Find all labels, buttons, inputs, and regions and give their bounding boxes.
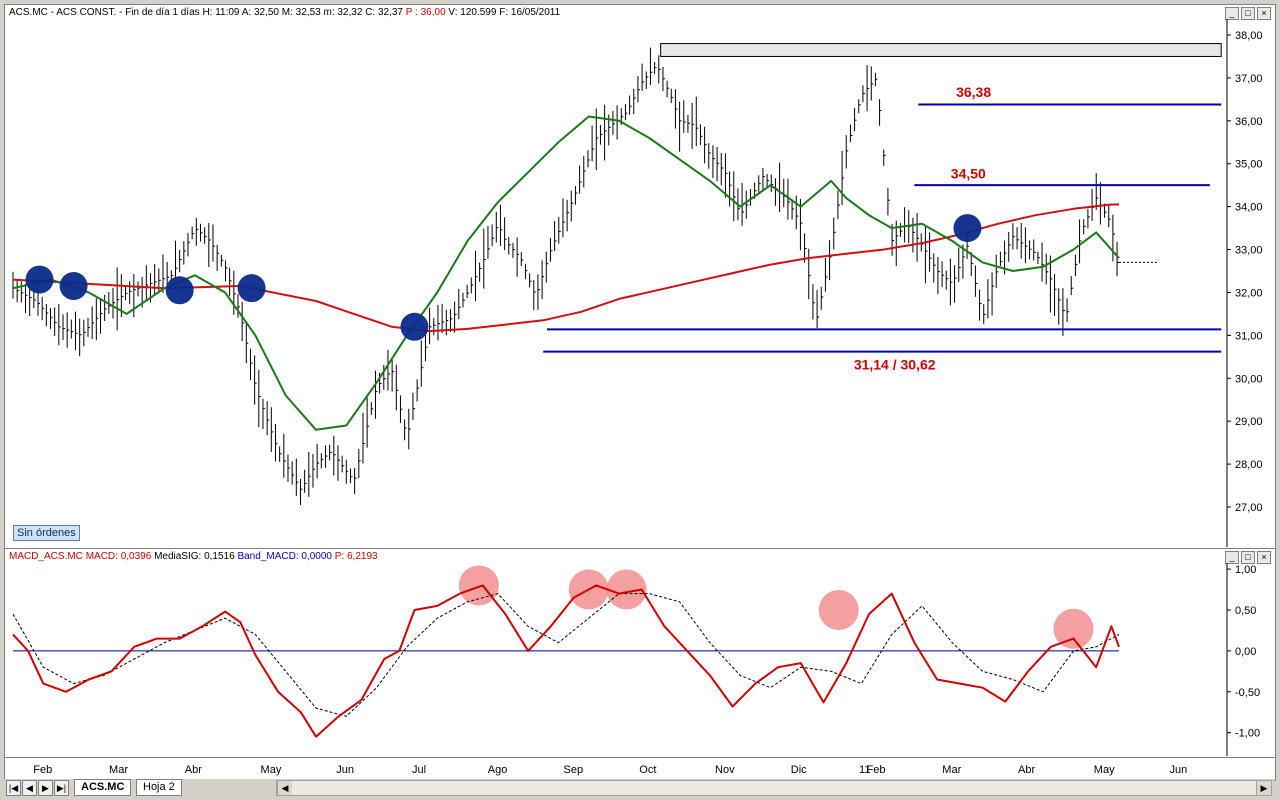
time-axis-label: Mar <box>942 764 962 776</box>
macd-header-cursor: P: 6,2193 <box>334 551 378 562</box>
header-date: F: 16/05/2011 <box>499 7 561 18</box>
macd-y-tick-label: -0,50 <box>1235 687 1260 699</box>
tab-hoja-2[interactable]: Hoja 2 <box>136 779 182 796</box>
time-axis-label: 11 <box>858 764 871 776</box>
nav-prev-button[interactable]: ◀ <box>22 780 37 796</box>
macd-header: MACD_ACS.MC MACD: 0,0396 MediaSIG: 0,151… <box>9 551 378 562</box>
minimize-button[interactable]: _ <box>1225 7 1239 20</box>
macd-close-button[interactable]: × <box>1257 551 1271 564</box>
price-y-tick-label: 35,00 <box>1235 159 1263 171</box>
nav-last-button[interactable]: ▶| <box>54 780 69 796</box>
macd-highlight-circle <box>818 589 859 630</box>
macd-maximize-button[interactable]: □ <box>1241 551 1255 564</box>
header-time: H: 11:09 <box>202 7 240 18</box>
macd-minimize-button[interactable]: _ <box>1225 551 1239 564</box>
time-axis-label: Nov <box>715 764 735 776</box>
scroll-right-icon[interactable]: ▶ <box>1256 781 1271 795</box>
time-axis-label: Mar <box>109 764 128 776</box>
header-open: A: 32,50 <box>241 7 279 18</box>
time-axis-label: Jun <box>1169 764 1188 776</box>
price-window-controls: _ □ × <box>1225 7 1271 20</box>
time-axis-label: Abr <box>184 764 202 776</box>
crossover-marker <box>165 276 194 305</box>
nav-next-button[interactable]: ▶ <box>38 780 53 796</box>
crossover-marker <box>237 274 266 303</box>
time-axis-label: May <box>260 764 282 776</box>
close-button[interactable]: × <box>1257 7 1271 20</box>
time-axis-label: Oct <box>639 764 657 776</box>
price-y-tick-label: 30,00 <box>1235 373 1263 385</box>
time-axis: Feb Mar Abr May Jun Jul Ago Sep Oct Nov Dic 11 Feb Ma… <box>4 757 1276 781</box>
time-axis-label: May <box>1093 764 1115 776</box>
price-y-tick-label: 29,00 <box>1235 416 1263 428</box>
time-axis-label: Feb <box>866 764 886 776</box>
crossover-marker <box>59 272 88 301</box>
macd-header-signal: MediaSIG: 0,1516 <box>154 551 235 562</box>
time-axis-label: Jun <box>336 764 355 776</box>
macd-y-tick-label: 0,50 <box>1235 605 1256 617</box>
macd-header-name: MACD_ACS.MC <box>9 551 83 562</box>
time-axis-label: Jul <box>412 764 427 776</box>
price-y-tick-label: 37,00 <box>1235 73 1263 85</box>
time-axis-label: Dic <box>790 764 807 776</box>
macd-header-band: Band_MACD: 0,0000 <box>237 551 332 562</box>
macd-chart-pane[interactable]: MACD_ACS.MC MACD: 0,0396 MediaSIG: 0,151… <box>4 548 1276 758</box>
header-period: Fin de día 1 días <box>125 7 200 18</box>
price-y-tick-label: 33,00 <box>1235 245 1263 257</box>
time-axis-label: Ago <box>487 764 508 776</box>
sma-long-line <box>12 203 1119 333</box>
price-y-tick-label: 27,00 <box>1235 502 1263 514</box>
sma-short-line <box>12 115 1120 431</box>
price-y-tick-label: 28,00 <box>1235 459 1263 471</box>
header-symbol: ACS.MC <box>9 7 48 18</box>
header-volume: V: 120.599 <box>448 7 497 18</box>
price-bars <box>12 47 1120 506</box>
resistance-box <box>660 43 1222 57</box>
level-annotation: 31,14 / 30,62 <box>854 357 936 373</box>
header-cursor-price: P : 36,00 <box>405 7 446 18</box>
header-close: C: 32,37 <box>365 7 403 18</box>
maximize-button[interactable]: □ <box>1241 7 1255 20</box>
horizontal-scrollbar[interactable]: ◀ ▶ <box>276 780 1272 796</box>
price-y-tick-label: 34,00 <box>1235 202 1263 214</box>
macd-line <box>12 584 1120 738</box>
header-high: M: 32,53 <box>281 7 321 18</box>
crossover-marker <box>953 214 982 243</box>
price-y-tick-label: 31,00 <box>1235 330 1263 342</box>
time-axis-label: Feb <box>33 764 53 776</box>
level-annotation: 36,38 <box>956 84 991 100</box>
crossover-marker <box>400 312 429 341</box>
price-y-tick-label: 36,00 <box>1235 116 1263 128</box>
macd-chart-svg: -1,00 -0,50 0,00 0,50 1,00 <box>12 563 1260 756</box>
time-axis-label: Abr <box>1018 764 1036 776</box>
price-chart-pane[interactable]: ACS.MC - ACS CONST. - Fin de día 1 días … <box>4 4 1276 549</box>
macd-highlight-circle <box>458 565 499 606</box>
price-chart-header: ACS.MC - ACS CONST. - Fin de día 1 días … <box>9 7 561 18</box>
macd-window-controls: _ □ × <box>1225 551 1271 564</box>
macd-highlight-circle <box>1053 608 1094 649</box>
price-y-tick-label: 32,00 <box>1235 287 1263 299</box>
macd-y-tick-label: 1,00 <box>1235 564 1256 576</box>
scroll-left-icon[interactable]: ◀ <box>277 781 292 795</box>
crossover-marker <box>25 265 54 294</box>
header-low: m: 32,32 <box>323 7 363 18</box>
price-y-tick-label: 38,00 <box>1235 30 1263 42</box>
macd-y-tick-label: -1,00 <box>1235 728 1260 740</box>
sin-ordenes-label[interactable]: Sin órdenes <box>13 525 80 541</box>
sheet-tab-bar: |◀ ◀ ▶ ▶| ACS.MC Hoja 2 ◀ ▶ <box>4 779 1274 796</box>
time-axis-label: Sep <box>563 764 584 776</box>
macd-signal-line <box>12 593 1120 717</box>
macd-y-tick-label: 0,00 <box>1235 646 1256 658</box>
nav-first-button[interactable]: |◀ <box>6 780 21 796</box>
header-name: ACS CONST. <box>56 7 117 18</box>
level-annotation: 34,50 <box>951 166 986 182</box>
price-chart-svg: 27,00 28,00 29,00 30,00 31,00 32,00 33,00 34,00… <box>12 19 1263 547</box>
tab-acs-mc[interactable]: ACS.MC <box>74 779 132 796</box>
macd-highlight-circle <box>606 569 647 610</box>
macd-header-value: MACD: 0,0396 <box>85 551 152 562</box>
